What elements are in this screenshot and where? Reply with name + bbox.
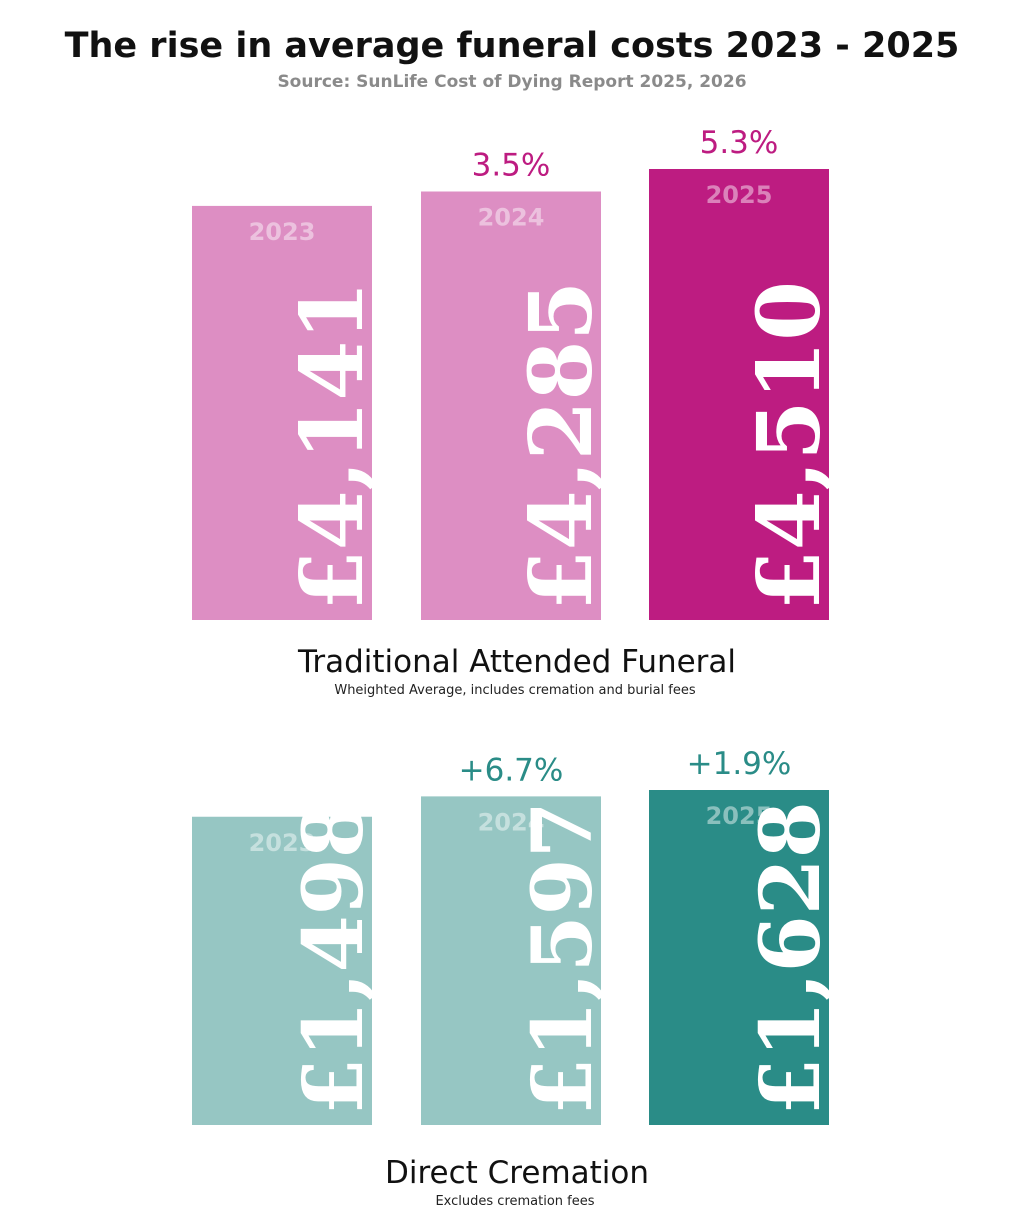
- bar-year-label: 2024: [478, 808, 545, 836]
- bar-year-label: 2023: [249, 218, 316, 246]
- chart-title: The rise in average funeral costs 2023 -…: [64, 26, 960, 66]
- section-title: Direct Cremation: [385, 1155, 649, 1191]
- bar-2024: [421, 191, 601, 620]
- bar-year-label: 2025: [706, 181, 773, 209]
- section-title: Traditional Attended Funeral: [297, 644, 736, 680]
- bar-value-label: £1,498: [286, 801, 382, 1115]
- bar-year-label: 2025: [706, 802, 773, 830]
- change-label: +6.7%: [459, 752, 564, 788]
- bar-value-label: £1,597: [515, 801, 611, 1115]
- bar-2025: [649, 790, 829, 1125]
- change-label: 5.3%: [700, 125, 779, 161]
- bar-2024: [421, 796, 601, 1125]
- bar-year-label: 2024: [478, 204, 545, 232]
- bar-value-label: £1,628: [743, 801, 839, 1115]
- bar-2025: [649, 169, 829, 620]
- bar-value-label: £4,510: [739, 281, 840, 610]
- bar-year-label: 2023: [249, 829, 316, 857]
- change-label: +1.9%: [687, 746, 792, 782]
- bar-2023: [192, 205, 372, 620]
- bar-2023: [192, 816, 372, 1125]
- change-label: 3.5%: [472, 148, 551, 184]
- bar-value-label: £4,141: [282, 281, 383, 610]
- section-subtitle: Wheighted Average, includes cremation an…: [334, 683, 696, 698]
- section-subtitle: Excludes cremation fees: [435, 1194, 594, 1209]
- bar-value-label: £4,285: [511, 281, 612, 610]
- chart-source: Source: SunLife Cost of Dying Report 202…: [277, 72, 747, 92]
